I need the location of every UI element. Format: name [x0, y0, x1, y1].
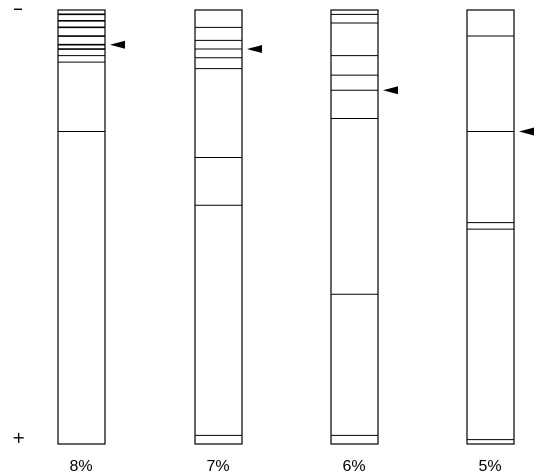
- marker-arrow-icon: [383, 86, 398, 95]
- band-group: [331, 13, 378, 436]
- gel-label: 6%: [342, 458, 365, 475]
- marker-arrow-icon: [247, 45, 262, 54]
- gel-outline: [57, 9, 106, 445]
- marker-arrow-icon: [110, 40, 125, 49]
- band-group: [195, 26, 242, 436]
- gel-lane-8: 8%: [57, 9, 125, 475]
- gel-label: 8%: [69, 458, 92, 475]
- gel-outline: [466, 9, 515, 445]
- band-group: [467, 35, 514, 441]
- gel-lane-7: 7%: [194, 9, 262, 475]
- band-group: [58, 13, 105, 133]
- gel-lane-5: 5%: [466, 9, 534, 475]
- negative-pole-label: –: [13, 0, 23, 20]
- gel-label: 5%: [478, 458, 501, 475]
- positive-pole-label: +: [12, 428, 25, 447]
- gel-lane-6: 6%: [330, 9, 398, 475]
- marker-arrow-icon: [519, 127, 534, 136]
- gel-outline: [194, 9, 243, 445]
- gel-outline: [330, 9, 379, 445]
- gel-label: 7%: [206, 458, 229, 475]
